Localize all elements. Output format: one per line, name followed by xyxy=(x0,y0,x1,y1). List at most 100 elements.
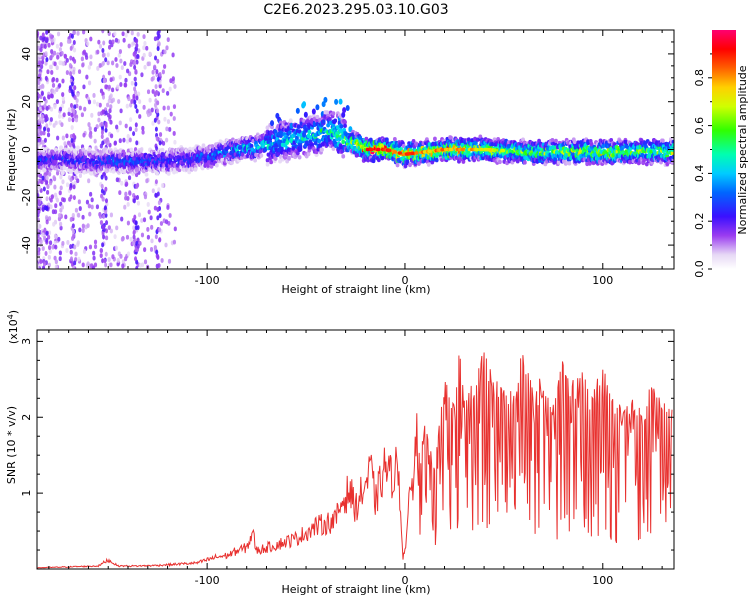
heatmap-ridge-cell xyxy=(371,158,376,164)
heatmap-ridge-cell xyxy=(287,155,291,161)
heatmap-stripe-cell xyxy=(134,225,138,231)
heatmap-noise-cell xyxy=(124,191,128,197)
heatmap-stripe-cell xyxy=(158,140,162,146)
heatmap-stripe-cell xyxy=(70,256,74,262)
heatmap-noise-cell xyxy=(87,99,92,105)
heatmap-noise-cell xyxy=(171,76,175,82)
heatmap-stripe-cell xyxy=(102,40,106,46)
heatmap-ridge-cell xyxy=(321,119,326,124)
heatmap-noise-cell xyxy=(49,64,53,70)
heatmap-noise-cell xyxy=(61,96,65,102)
heatmap-noise-cell xyxy=(146,202,150,207)
heatmap-stripe-cell xyxy=(134,104,138,110)
heatmap-stripe-cell xyxy=(71,117,75,123)
heatmap-noise-cell xyxy=(140,262,145,268)
heatmap-noise-cell xyxy=(37,199,41,205)
heatmap-noise-cell xyxy=(160,183,165,188)
heatmap-noise-cell xyxy=(49,117,53,122)
heatmap-noise-cell xyxy=(138,114,142,119)
heatmap-noise-cell xyxy=(59,225,63,231)
heatmap-noise-cell xyxy=(109,133,114,139)
heatmap-stripe-cell xyxy=(100,174,104,180)
heatmap-noise-cell xyxy=(129,236,133,242)
heatmap-ridge-cell xyxy=(342,107,347,114)
heatmap-noise-cell xyxy=(119,58,123,64)
spectrogram-x-tick-label: -100 xyxy=(195,274,220,287)
heatmap-ridge-cell xyxy=(297,155,302,160)
heatmap-noise-cell xyxy=(47,42,51,48)
colorbar-tick-label: 0.8 xyxy=(693,69,706,87)
heatmap-noise-cell xyxy=(111,97,115,103)
heatmap-noise-cell xyxy=(37,129,41,135)
heatmap-ridge-cell xyxy=(376,157,381,163)
heatmap-noise-cell xyxy=(87,65,91,70)
heatmap-noise-cell xyxy=(53,61,57,67)
heatmap-noise-cell xyxy=(54,264,58,269)
heatmap-noise-cell xyxy=(47,216,52,221)
heatmap-stripe-cell xyxy=(158,213,162,219)
heatmap-noise-cell xyxy=(142,34,146,39)
heatmap-stripe-cell xyxy=(132,131,136,137)
heatmap-noise-cell xyxy=(141,125,145,131)
heatmap-noise-cell xyxy=(37,137,40,143)
heatmap-noise-cell xyxy=(78,173,83,178)
heatmap-stripe-cell xyxy=(157,30,161,34)
heatmap-noise-cell xyxy=(123,204,127,210)
heatmap-stripe-cell xyxy=(104,110,108,116)
heatmap-ridge-cell xyxy=(303,111,308,118)
heatmap-stripe-cell xyxy=(104,262,108,268)
heatmap-noise-cell xyxy=(54,203,58,209)
heatmap-noise-cell xyxy=(88,244,93,250)
heatmap-stripe-cell xyxy=(73,244,77,250)
heatmap-noise-cell xyxy=(54,259,58,265)
heatmap-noise-cell xyxy=(153,64,157,70)
heatmap-noise-cell xyxy=(55,43,59,49)
heatmap-stripe-cell xyxy=(72,40,76,46)
heatmap-noise-cell xyxy=(64,214,68,220)
heatmap-noise-cell xyxy=(140,232,145,238)
heatmap-noise-cell xyxy=(172,104,177,110)
heatmap-noise-cell xyxy=(76,92,80,98)
heatmap-noise-cell xyxy=(77,69,82,75)
heatmap-noise-cell xyxy=(53,192,58,198)
heatmap-ridge-core xyxy=(427,149,432,154)
heatmap-ridge-cell xyxy=(572,139,577,145)
heatmap-noise-cell xyxy=(48,171,52,177)
heatmap-noise-cell xyxy=(87,203,91,209)
heatmap-stripe-cell xyxy=(45,196,49,202)
heatmap-noise-cell xyxy=(106,52,110,58)
heatmap-stripe-cell xyxy=(68,142,72,148)
heatmap-noise-cell xyxy=(56,54,60,60)
heatmap-noise-cell xyxy=(48,120,52,126)
heatmap-stripe-cell xyxy=(44,251,48,257)
heatmap-noise-cell xyxy=(166,105,171,111)
heatmap-noise-cell xyxy=(142,104,146,110)
heatmap-noise-cell xyxy=(93,244,98,250)
heatmap-noise-cell xyxy=(71,236,75,241)
heatmap-noise-cell xyxy=(82,49,87,55)
heatmap-stripe-cell xyxy=(45,175,49,181)
heatmap-stripe-cell xyxy=(45,230,49,236)
heatmap-ridge-cell xyxy=(89,171,94,176)
heatmap-stripe-cell xyxy=(158,237,162,243)
heatmap-noise-cell xyxy=(37,238,40,244)
heatmap-noise-cell xyxy=(40,179,44,185)
heatmap-noise-cell xyxy=(93,138,97,144)
heatmap-stripe-cell xyxy=(133,60,137,66)
heatmap-noise-cell xyxy=(136,200,141,206)
heatmap-noise-cell xyxy=(37,101,42,106)
heatmap-stripe-cell xyxy=(45,237,49,243)
heatmap-ridge-cell xyxy=(331,111,336,116)
heatmap-noise-cell xyxy=(125,234,130,240)
heatmap-stripe-cell xyxy=(100,121,104,127)
heatmap-stripe-cell xyxy=(73,260,77,266)
heatmap-stripe-cell xyxy=(43,43,47,49)
heatmap-stripe-cell xyxy=(154,126,158,132)
heatmap-noise-cell xyxy=(114,37,118,43)
heatmap-noise-cell xyxy=(49,197,53,203)
heatmap-ridge-cell xyxy=(343,123,347,129)
heatmap-noise-cell xyxy=(114,57,118,62)
heatmap-noise-cell xyxy=(48,249,52,254)
heatmap-stripe-cell xyxy=(134,68,138,74)
heatmap-stripe-cell xyxy=(72,107,76,113)
